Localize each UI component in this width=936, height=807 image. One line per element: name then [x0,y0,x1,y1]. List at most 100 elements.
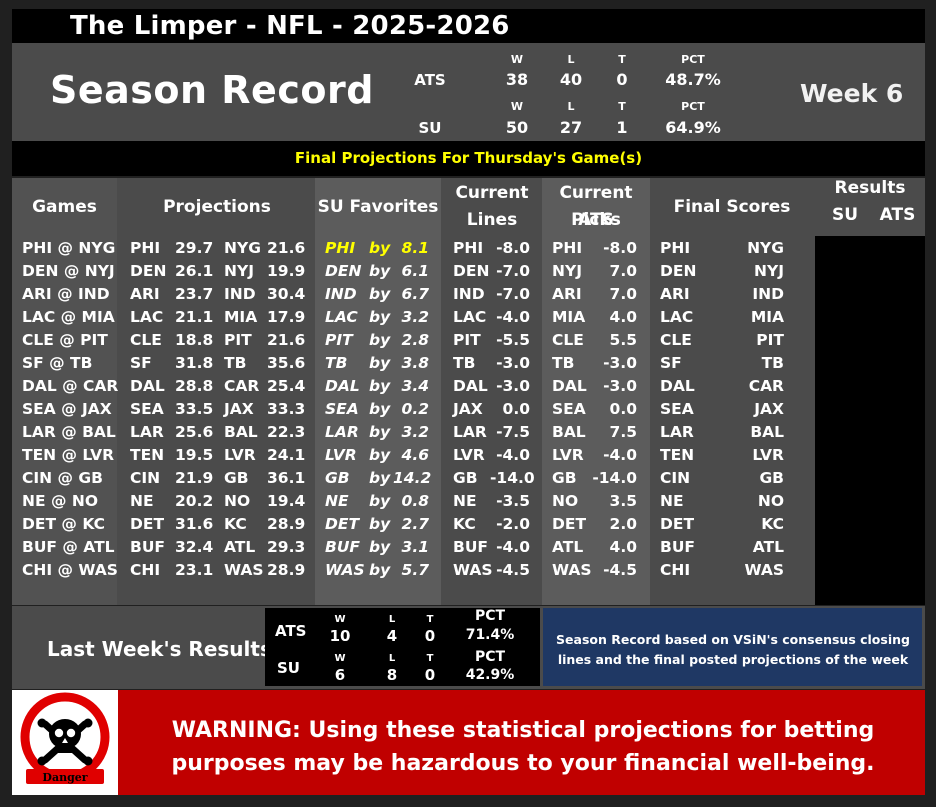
final-away-team: SF [660,354,682,372]
fav-team: BUF [325,538,360,556]
game-cell: CLE @ PIT [22,331,108,349]
game-cell: TEN @ LVR [22,446,115,464]
proj-away-score: 20.2 [175,492,214,510]
game-cell: CIN @ GB [22,469,103,487]
final-home-team: CAR [748,377,784,395]
lw-ats-w-header: W [334,614,346,625]
fav-margin: 0.8 [401,492,429,510]
line-value: -4.0 [496,446,530,464]
lw-ats-pct: 71.4% [465,627,515,643]
su-pct: 64.9% [665,118,721,137]
su-l-header: L [567,100,575,113]
proj-away-score: 21.1 [175,308,214,326]
line-team: IND [453,285,485,303]
proj-home-score: 21.6 [267,239,306,257]
fav-team: WAS [325,561,365,579]
final-home-team: JAX [754,400,784,418]
fav-margin: 3.4 [401,377,429,395]
pick-value: 4.0 [609,538,637,556]
proj-away-score: 33.5 [175,400,214,418]
proj-away-score: 32.4 [175,538,214,556]
skull-crossbones-icon: Danger [20,692,110,784]
pick-value: 7.0 [609,285,637,303]
fav-margin: 4.6 [401,446,429,464]
game-cell: DAL @ CAR [22,377,119,395]
line-team: LVR [453,446,485,464]
proj-home-score: 30.4 [267,285,306,303]
final-away-team: CHI [660,561,691,579]
proj-home-team: NYG [224,239,261,257]
ats-t-header: T [618,53,626,66]
line-value: -7.0 [496,262,530,280]
pick-value: 0.0 [609,400,637,418]
proj-home-score: 22.3 [267,423,306,441]
fav-team: LAC [325,308,358,326]
final-home-team: MIA [750,308,784,326]
final-away-team: SEA [660,400,694,418]
proj-home-score: 29.3 [267,538,306,556]
final-home-team: TB [761,354,784,372]
line-value: 0.0 [502,400,530,418]
line-value: -3.0 [496,354,530,372]
line-team: PIT [453,331,481,349]
last-week-panel: Last Week's Results ATS W L T PCT 10 4 0… [12,606,925,689]
pick-value: 7.0 [609,262,637,280]
proj-home-team: WAS [224,561,264,579]
fav-team: DEN [325,262,362,280]
fav-margin: 3.8 [401,354,429,372]
proj-home-team: JAX [224,400,254,418]
warning-panel: Danger WARNING: Using these statistical … [12,690,925,795]
pick-team: GB [552,469,577,487]
line-value: -4.0 [496,538,530,556]
games-column-bg [12,178,117,605]
ats-w-header: W [510,53,524,66]
proj-home-score: 36.1 [267,469,306,487]
line-value: -4.0 [496,308,530,326]
lw-ats-label: ATS [275,622,307,640]
fav-by: by [369,239,391,257]
warning-text: WARNING: Using these statistical project… [171,718,875,776]
fav-team: IND [325,285,357,303]
proj-away-team: NE [130,492,154,510]
proj-home-team: GB [224,469,249,487]
lw-su-wins: 6 [334,666,346,684]
line-value: -4.5 [496,561,530,579]
pick-team: BAL [552,423,586,441]
line-team: WAS [453,561,493,579]
fav-team: DAL [325,377,360,395]
pick-value: -8.0 [603,239,637,257]
proj-away-score: 18.8 [175,331,214,349]
pick-team: TB [552,354,575,372]
pick-value: -14.0 [592,469,637,487]
su-pct-header: PCT [681,100,705,113]
su-ties: 1 [616,118,628,137]
proj-home-score: 17.9 [267,308,306,326]
proj-home-score: 24.1 [267,446,306,464]
final-away-team: LAR [660,423,694,441]
proj-away-score: 26.1 [175,262,214,280]
projections-table: Games Projections SU Favorites Current L… [12,178,925,605]
fav-by: by [369,423,391,441]
fav-team: SEA [325,400,359,418]
final-away-team: LAC [660,308,694,326]
lw-ats-losses: 4 [386,627,398,645]
fav-by: by [369,492,391,510]
final-home-team: WAS [744,561,784,579]
header-ats-picks-1: Current ATS [559,183,633,230]
results-column [815,236,925,605]
lw-su-ties: 0 [424,666,436,684]
line-team: TB [453,354,476,372]
final-away-team: DEN [660,262,697,280]
last-week-record-box: ATS W L T PCT 10 4 0 71.4% SU W L T PCT … [265,608,540,686]
final-away-team: NE [660,492,684,510]
line-team: GB [453,469,478,487]
line-team: LAR [453,423,487,441]
lw-su-label: SU [277,659,300,677]
fav-margin: 3.2 [401,423,429,441]
final-home-team: LVR [752,446,784,464]
game-cell: SEA @ JAX [22,400,112,418]
proj-away-team: PHI [130,239,161,257]
line-team: KC [453,515,476,533]
fav-by: by [369,446,391,464]
final-home-team: ATL [752,538,784,556]
